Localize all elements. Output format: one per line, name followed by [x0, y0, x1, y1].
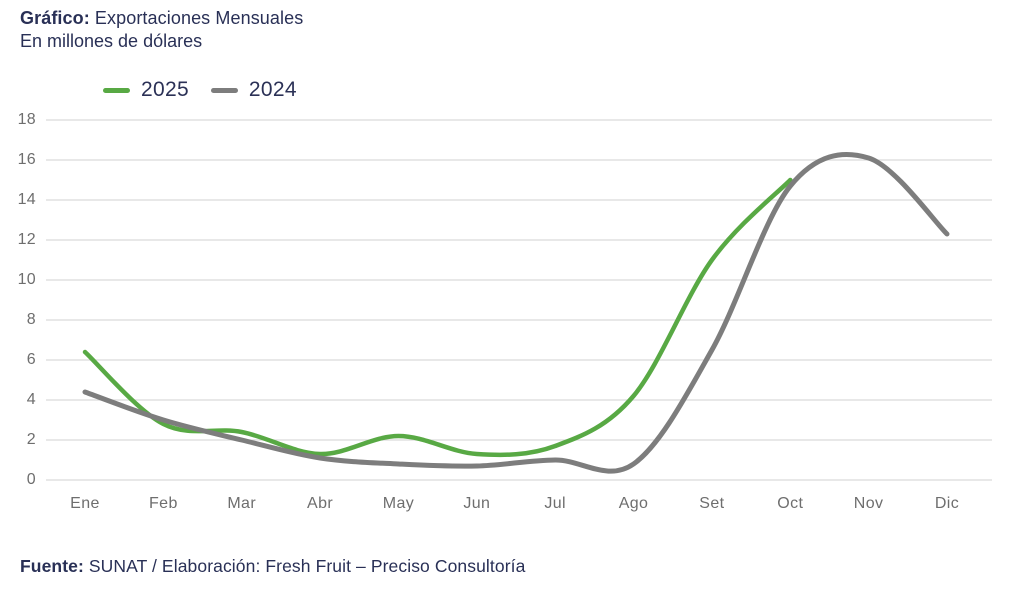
x-tick-label: Ene — [70, 495, 100, 512]
chart-footer: Fuente: SUNAT / Elaboración: Fresh Fruit… — [20, 556, 525, 577]
x-tick-label: Oct — [777, 495, 804, 512]
legend-label-2025: 2025 — [141, 78, 189, 101]
chart-title-label: Gráfico: — [20, 8, 90, 28]
chart-title-text: Exportaciones Mensuales — [89, 8, 304, 28]
series-line-2025 — [82, 177, 793, 458]
legend-label-2024: 2024 — [248, 78, 297, 101]
y-tick-label: 14 — [17, 191, 36, 208]
y-tick-label: 0 — [26, 471, 36, 488]
chart-title: Gráfico: Exportaciones Mensuales — [20, 6, 303, 30]
footer-source-label: Fuente: — [20, 556, 84, 576]
chart-subtitle: En millones de dólares — [20, 31, 203, 51]
legend-swatch-2024 — [210, 87, 238, 93]
legend-item-2024: 2024 — [210, 78, 297, 102]
x-tick-label: Jul — [544, 495, 566, 512]
y-tick-label: 16 — [17, 151, 36, 168]
footer-source-text: SUNAT / Elaboración: Fresh Fruit – Preci… — [83, 556, 526, 576]
x-tick-label: Feb — [148, 495, 178, 512]
y-tick-label: 12 — [17, 231, 36, 248]
x-tick-label: Jun — [463, 495, 491, 512]
legend-item-2025: 2025 — [103, 78, 189, 102]
chart-header: Gráfico: Exportaciones Mensuales En mill… — [20, 6, 303, 53]
y-tick-label: 4 — [26, 391, 36, 408]
x-tick-label: Dic — [934, 495, 960, 512]
y-tick-label: 2 — [26, 431, 36, 448]
series-line-2024 — [82, 151, 950, 474]
x-tick-label: Abr — [307, 495, 334, 512]
series-lines — [82, 151, 950, 474]
y-tick-label: 6 — [26, 351, 36, 368]
x-tick-label: Nov — [853, 495, 884, 512]
y-tick-label: 10 — [17, 271, 36, 288]
x-tick-label: Mar — [227, 495, 257, 512]
x-tick-label: May — [382, 495, 415, 512]
legend-swatch-2025 — [103, 87, 130, 93]
chart-legend: 2025 2024 — [103, 78, 297, 102]
y-tick-label: 18 — [17, 111, 36, 128]
gridlines — [46, 119, 992, 481]
x-tick-label: Set — [699, 495, 725, 512]
x-tick-label: Ago — [618, 495, 649, 512]
y-tick-label: 8 — [26, 311, 36, 328]
